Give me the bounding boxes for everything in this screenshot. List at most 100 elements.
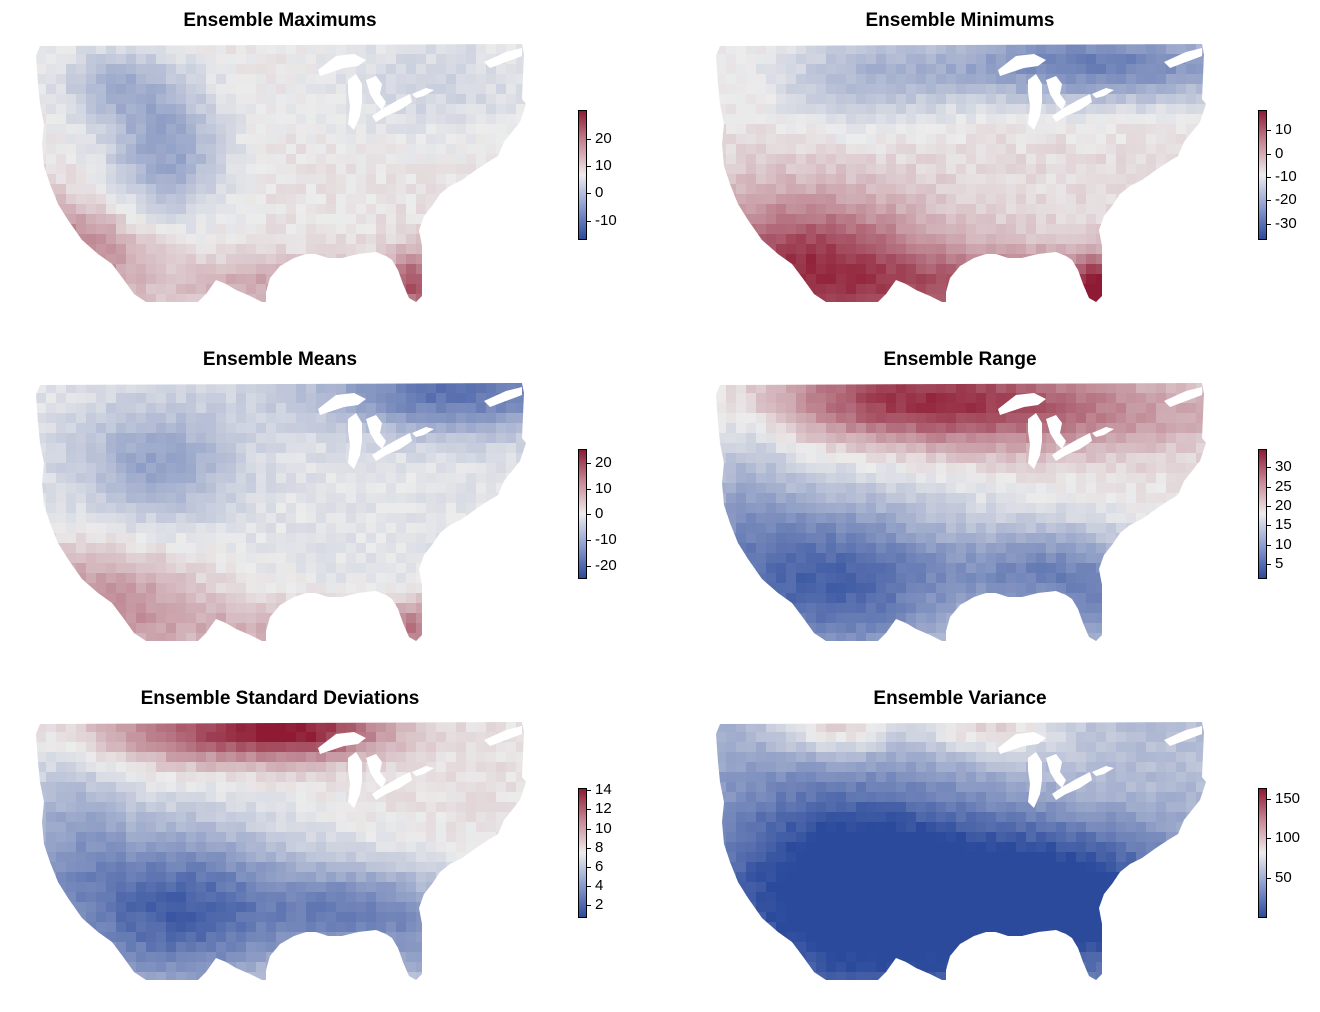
heat-cell bbox=[116, 473, 127, 484]
heat-cell bbox=[226, 214, 237, 225]
heat-cell bbox=[276, 403, 287, 414]
heat-cell bbox=[986, 453, 997, 464]
heat-cell bbox=[236, 74, 247, 85]
heat-cell bbox=[256, 603, 267, 614]
heat-cell bbox=[856, 433, 867, 444]
heat-cell bbox=[826, 463, 837, 474]
heat-cell bbox=[326, 393, 337, 404]
heat-cell bbox=[246, 483, 257, 494]
heat-cell bbox=[816, 563, 827, 574]
heat-cell bbox=[46, 563, 57, 574]
heat-cell bbox=[186, 244, 197, 255]
heat-cell bbox=[1036, 463, 1047, 474]
heat-cell bbox=[96, 154, 107, 165]
heat-cell bbox=[146, 573, 157, 584]
heat-cell bbox=[916, 194, 927, 205]
heat-cell bbox=[336, 134, 347, 145]
heat-cell bbox=[876, 573, 887, 584]
heat-cell bbox=[76, 274, 87, 285]
heat-cell bbox=[316, 513, 327, 524]
heat-cell bbox=[76, 563, 87, 574]
heat-cell bbox=[146, 134, 157, 145]
heat-cell bbox=[416, 553, 427, 564]
heat-cell bbox=[936, 244, 947, 255]
heat-cell bbox=[226, 294, 237, 302]
heat-cell bbox=[1126, 513, 1137, 524]
heat-cell bbox=[1036, 503, 1047, 514]
heat-cell bbox=[1146, 423, 1157, 434]
heat-cell bbox=[106, 234, 117, 245]
heat-cell bbox=[896, 483, 907, 494]
heat-cell bbox=[176, 413, 187, 424]
heat-cell bbox=[716, 523, 727, 534]
heat-cell bbox=[1066, 114, 1077, 125]
heat-cell bbox=[976, 463, 987, 474]
heat-cell bbox=[496, 513, 507, 524]
heat-cell bbox=[1046, 214, 1057, 225]
heat-cell bbox=[816, 164, 827, 175]
heat-cell bbox=[1116, 453, 1127, 464]
heat-cell bbox=[106, 423, 117, 434]
heat-cell bbox=[276, 164, 287, 175]
heat-cell bbox=[286, 453, 297, 464]
heat-cell bbox=[1026, 224, 1037, 235]
heat-cell bbox=[966, 44, 977, 55]
heat-cell bbox=[406, 403, 417, 414]
heat-cell bbox=[916, 244, 927, 255]
heat-cell bbox=[746, 134, 757, 145]
heat-cell bbox=[236, 493, 247, 504]
heat-cell bbox=[266, 164, 277, 175]
heat-cell bbox=[916, 214, 927, 225]
heat-cell bbox=[1016, 124, 1027, 135]
heat-cell bbox=[816, 134, 827, 145]
heat-cell bbox=[216, 573, 227, 584]
heat-cell bbox=[466, 254, 477, 265]
heat-cell bbox=[106, 473, 117, 484]
heat-cell bbox=[896, 473, 907, 484]
heat-cell bbox=[746, 154, 757, 165]
heat-cell bbox=[876, 563, 887, 574]
heat-cell bbox=[1096, 473, 1107, 484]
heat-cell bbox=[426, 274, 437, 285]
heat-cell bbox=[56, 553, 67, 564]
heat-cell bbox=[146, 144, 157, 155]
heat-cell bbox=[1146, 393, 1157, 404]
heat-cell bbox=[366, 64, 377, 75]
heat-cell bbox=[326, 134, 337, 145]
heat-cell bbox=[1126, 493, 1137, 504]
heat-cell bbox=[136, 174, 147, 185]
heat-cell bbox=[336, 613, 347, 624]
heat-cell bbox=[176, 563, 187, 574]
heat-cell bbox=[426, 204, 437, 215]
heat-cell bbox=[146, 154, 157, 165]
heat-cell bbox=[1166, 583, 1177, 594]
heat-cell bbox=[1146, 54, 1157, 65]
heat-cell bbox=[166, 413, 177, 424]
heat-cell bbox=[776, 593, 787, 604]
heat-cell bbox=[1126, 393, 1137, 404]
heat-cell bbox=[226, 553, 237, 564]
heat-cell bbox=[66, 523, 77, 534]
heat-cell bbox=[866, 513, 877, 524]
heat-cell bbox=[286, 603, 297, 614]
heat-cell bbox=[156, 264, 167, 275]
heat-cell bbox=[46, 503, 57, 514]
heat-cell bbox=[926, 74, 937, 85]
heat-cell bbox=[376, 473, 387, 484]
heat-cell bbox=[56, 84, 67, 95]
heat-cell bbox=[926, 393, 937, 404]
heat-cell bbox=[516, 184, 526, 195]
heat-cell bbox=[1106, 593, 1117, 604]
heat-cell bbox=[336, 44, 347, 55]
heat-cell bbox=[66, 473, 77, 484]
heat-cell bbox=[1136, 114, 1147, 125]
heat-cell bbox=[186, 114, 197, 125]
heat-cell bbox=[476, 613, 487, 624]
heat-cell bbox=[1066, 523, 1077, 534]
heat-cell bbox=[786, 254, 797, 265]
heat-cell bbox=[1086, 523, 1097, 534]
heat-cell bbox=[436, 453, 447, 464]
heat-cell bbox=[886, 44, 897, 55]
heat-cell bbox=[286, 214, 297, 225]
heat-cell bbox=[1016, 174, 1027, 185]
